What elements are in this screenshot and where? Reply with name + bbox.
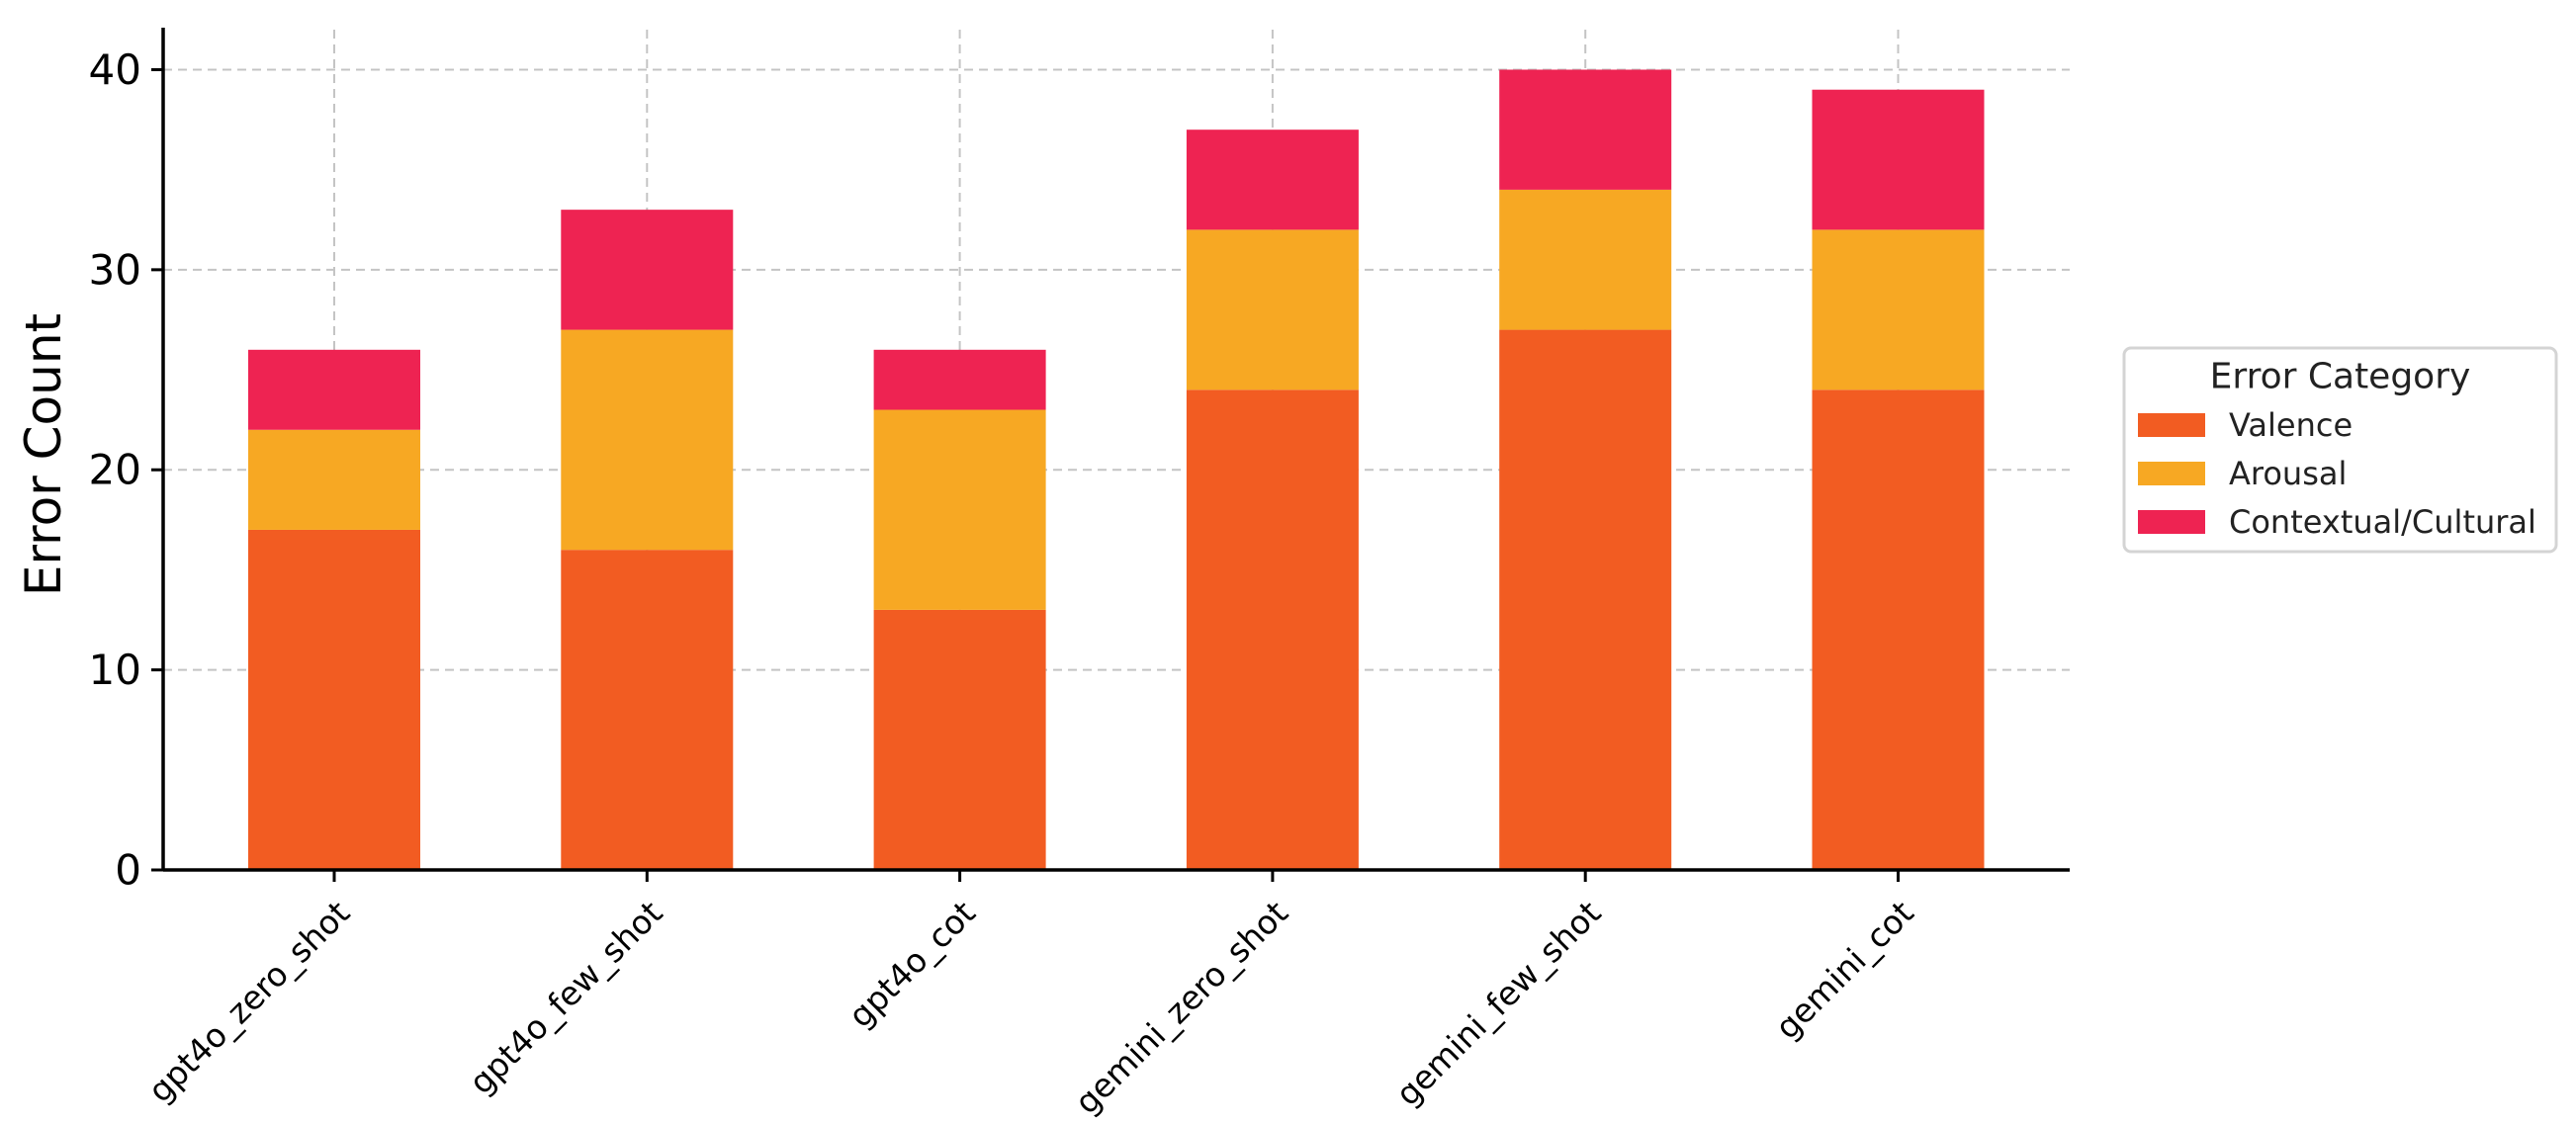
x-tick-label-gpt4o_cot: gpt4o_cot	[841, 894, 982, 1035]
legend-label-arousal: Arousal	[2229, 455, 2347, 492]
bar-gpt4o_few_shot-contextual-cultural	[561, 210, 734, 330]
legend-label-contextual-cultural: Contextual/Cultural	[2229, 503, 2536, 541]
x-tick-label-gemini_zero_shot: gemini_zero_shot	[1067, 894, 1295, 1122]
legend-title: Error Category	[2210, 357, 2471, 397]
bar-gpt4o_few_shot-valence	[561, 550, 734, 870]
axes-layer	[151, 28, 2070, 882]
bar-gemini_few_shot-arousal	[1499, 189, 1672, 330]
legend-label-valence: Valence	[2229, 406, 2353, 444]
bar-gemini_few_shot-valence	[1499, 329, 1672, 871]
legend: Error Category Valence Arousal Contextual/C…	[2122, 346, 2558, 554]
bar-gpt4o_zero_shot-contextual-cultural	[248, 349, 420, 430]
x-tick-label-gemini_few_shot: gemini_few_shot	[1388, 894, 1609, 1114]
bar-gemini_cot-arousal	[1812, 229, 1985, 390]
y-tick-label: 20	[89, 446, 141, 494]
bar-gemini_zero_shot-arousal	[1186, 229, 1359, 390]
bars-layer	[248, 69, 1985, 871]
bar-gpt4o_zero_shot-arousal	[248, 429, 420, 530]
bar-gpt4o_few_shot-arousal	[561, 329, 734, 551]
legend-swatch-contextual-cultural	[2138, 510, 2205, 534]
bar-gpt4o_cot-contextual-cultural	[873, 349, 1046, 410]
y-tick-label: 0	[115, 846, 141, 895]
grid-layer	[163, 30, 2070, 870]
bar-gemini_few_shot-contextual-cultural	[1499, 69, 1672, 190]
y-tick-label: 40	[89, 45, 141, 94]
y-axis-label: Error Count	[15, 313, 72, 596]
x-tick-label-gpt4o_few_shot: gpt4o_few_shot	[462, 894, 670, 1102]
bar-gpt4o_cot-valence	[873, 609, 1046, 870]
bar-gemini_cot-contextual-cultural	[1812, 89, 1985, 230]
bar-gemini_cot-valence	[1812, 389, 1985, 870]
legend-swatch-valence	[2138, 413, 2205, 437]
bar-gpt4o_zero_shot-valence	[248, 529, 420, 870]
bar-gpt4o_cot-arousal	[873, 409, 1046, 610]
legend-swatch-arousal	[2138, 462, 2205, 485]
legend-frame	[2122, 346, 2558, 554]
y-tick-label: 10	[89, 646, 141, 694]
x-tick-label-gemini_cot: gemini_cot	[1768, 894, 1921, 1047]
bar-gemini_zero_shot-valence	[1186, 389, 1359, 870]
y-tick-label: 30	[89, 245, 141, 294]
bar-gemini_zero_shot-contextual-cultural	[1186, 130, 1359, 230]
x-tick-label-gpt4o_zero_shot: gpt4o_zero_shot	[140, 894, 357, 1110]
